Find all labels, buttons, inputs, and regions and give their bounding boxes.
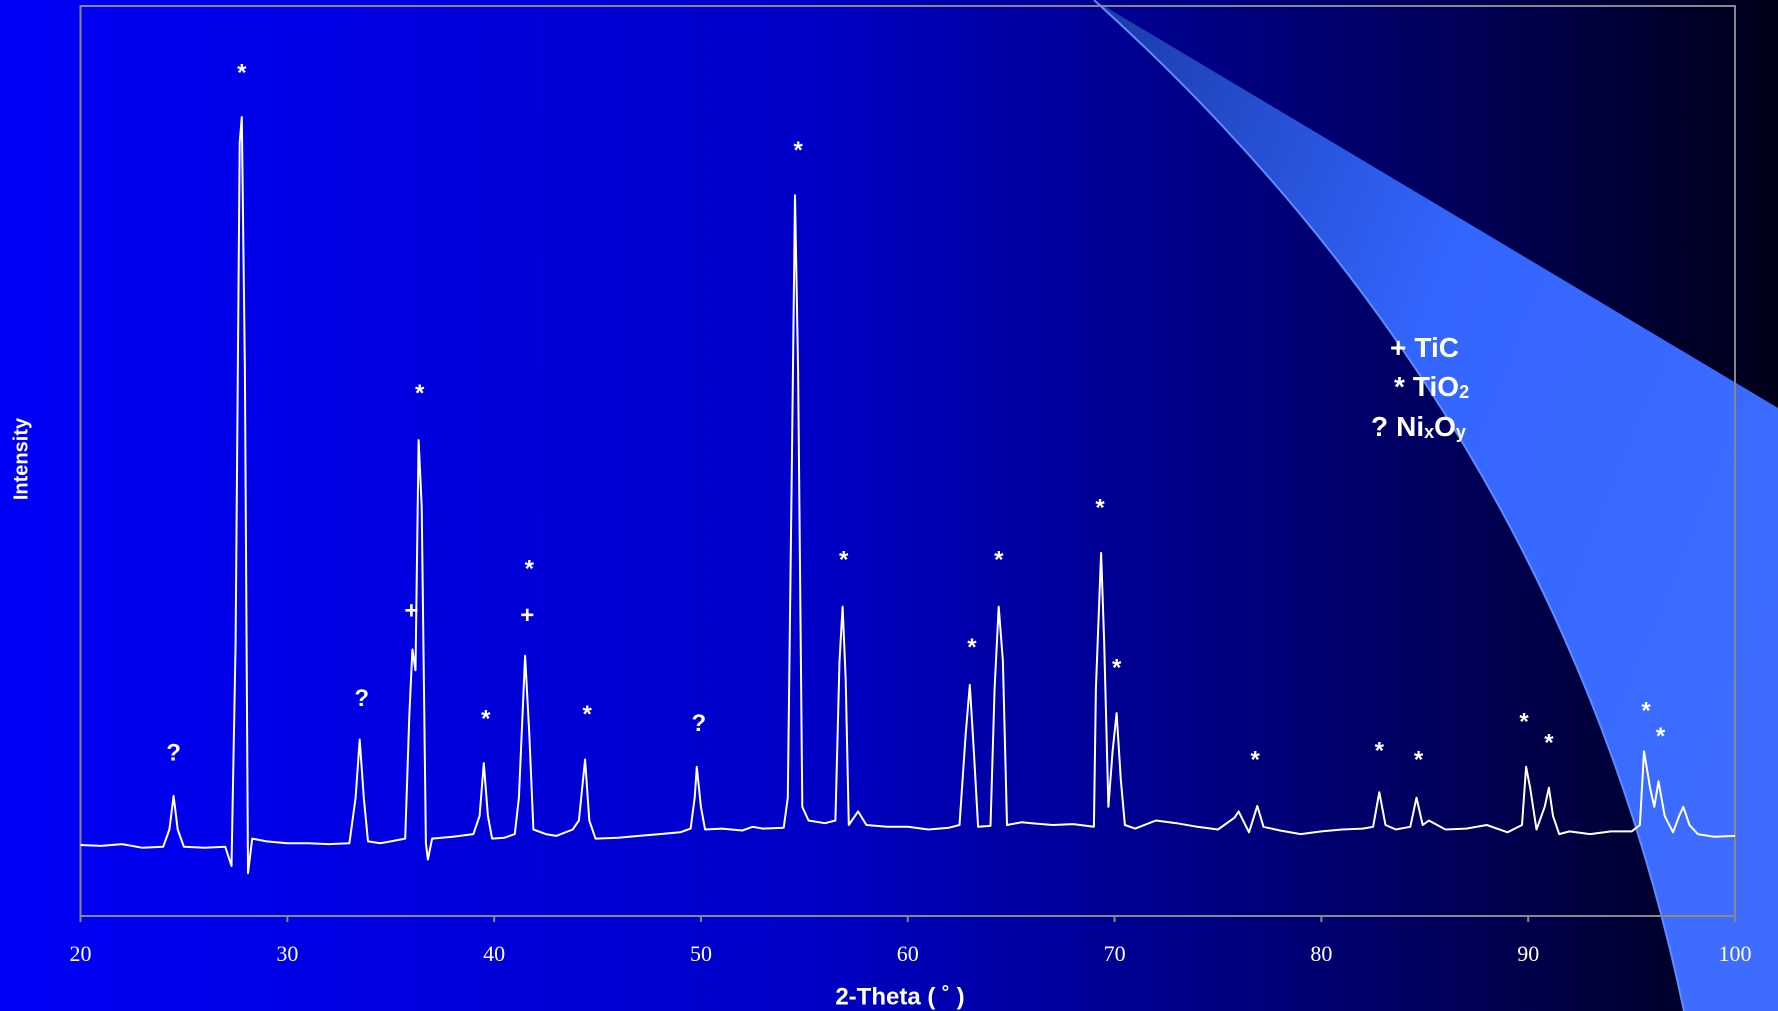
peak-marker: ? bbox=[692, 710, 707, 737]
peak-marker: * bbox=[1414, 747, 1424, 774]
x-tick-label: 60 bbox=[897, 941, 919, 966]
peak-marker: * bbox=[1112, 655, 1122, 682]
legend-label: 2 bbox=[1459, 382, 1469, 402]
x-tick-label: 30 bbox=[276, 941, 298, 966]
x-tick-label: 20 bbox=[70, 941, 92, 966]
peak-marker: * bbox=[1544, 729, 1554, 756]
x-tick-label: 40 bbox=[483, 941, 505, 966]
legend-label: TiO bbox=[1413, 371, 1459, 402]
peak-marker: ? bbox=[166, 739, 181, 766]
peak-marker: * bbox=[525, 556, 535, 583]
peak-marker: * bbox=[1251, 747, 1261, 774]
peak-marker: * bbox=[1641, 698, 1651, 725]
peak-marker: * bbox=[793, 137, 803, 164]
legend-symbol: + bbox=[1390, 332, 1406, 363]
chart: 2-Theta ( ˚ ) Intensity +TiC*TiO2?NixOy … bbox=[0, 0, 1778, 1011]
legend-symbol: ? bbox=[1371, 411, 1388, 442]
peak-marker: + bbox=[404, 597, 418, 624]
peak-marker: + bbox=[520, 602, 534, 629]
peak-marker: * bbox=[839, 546, 849, 573]
legend-label: O bbox=[1434, 411, 1456, 442]
peak-marker: * bbox=[237, 60, 247, 87]
peak-marker: ? bbox=[354, 685, 369, 712]
legend-symbol: * bbox=[1394, 371, 1405, 402]
x-tick-label: 80 bbox=[1310, 941, 1332, 966]
x-tick-label: 50 bbox=[690, 941, 712, 966]
peak-marker: * bbox=[967, 634, 977, 661]
y-axis-title: Intensity bbox=[10, 417, 32, 500]
legend-label: Ni bbox=[1396, 411, 1424, 442]
peak-marker: * bbox=[1519, 708, 1529, 735]
legend-label: TiC bbox=[1414, 332, 1459, 363]
legend-label: y bbox=[1456, 422, 1466, 442]
peak-marker: * bbox=[1095, 495, 1105, 522]
peak-marker: * bbox=[481, 706, 491, 733]
legend-label: x bbox=[1424, 422, 1434, 442]
x-tick-label: 90 bbox=[1517, 941, 1539, 966]
x-axis-title: 2-Theta ( ˚ ) bbox=[835, 983, 964, 1010]
x-tick-label: 70 bbox=[1104, 941, 1126, 966]
peak-marker: * bbox=[994, 546, 1004, 573]
peak-marker: * bbox=[583, 701, 593, 728]
peak-marker: * bbox=[1656, 723, 1666, 750]
x-tick-label: 100 bbox=[1719, 941, 1752, 966]
peak-marker: * bbox=[415, 380, 425, 407]
peak-marker: * bbox=[1375, 738, 1385, 765]
